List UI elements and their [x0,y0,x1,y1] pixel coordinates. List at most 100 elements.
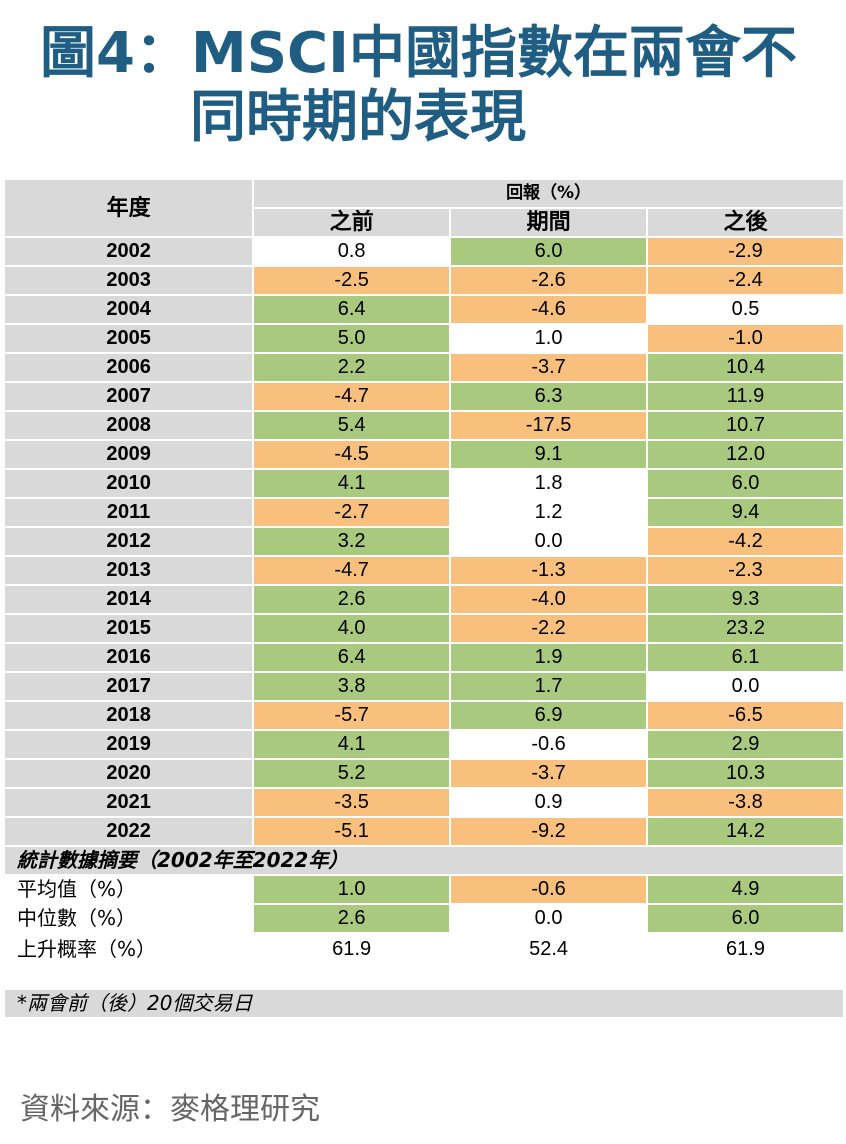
year-label: 2021 [2,787,255,818]
value-cell-after: -1.0 [646,323,845,354]
value-cell-during: 1.7 [449,671,649,702]
table-row: 2009 -4.5 9.1 12.0 [2,439,845,470]
year-label: 2012 [2,526,255,557]
value-cell-after: 11.9 [646,381,845,412]
year-label: 2019 [2,729,255,760]
value-cell-during: 0.0 [449,526,649,557]
value-cell-before: -4.7 [252,555,452,586]
value-cell-during: -3.7 [449,352,649,383]
table-row: 2003 -2.5 -2.6 -2.4 [2,265,845,296]
column-header-during: 期間 [449,207,649,238]
table-row: 2008 5.4 -17.5 10.7 [2,410,845,441]
summary-value-after: 4.9 [646,874,845,905]
returns-table: 年度 回報（%） 之前 期間 之後 2002 0.8 6.0 -2.9 2003 -2.5… [2,178,845,1019]
summary-value-during: 52.4 [449,932,649,990]
value-cell-before: -4.5 [252,439,452,470]
value-cell-after: -3.8 [646,787,845,818]
table-row: 2005 5.0 1.0 -1.0 [2,323,845,354]
value-cell-after: -2.9 [646,236,845,267]
value-cell-before: -2.7 [252,497,452,528]
value-cell-after: -2.3 [646,555,845,586]
table-row: 2014 2.6 -4.0 9.3 [2,584,845,615]
table-row: 2006 2.2 -3.7 10.4 [2,352,845,383]
table-row: 2012 3.2 0.0 -4.2 [2,526,845,557]
value-cell-during: 1.2 [449,497,649,528]
summary-title: 統計數據摘要（2002年至2022年） [3,845,845,876]
year-label: 2011 [2,497,255,528]
year-label: 2020 [2,758,255,789]
year-rows: 2002 0.8 6.0 -2.9 2003 -2.5 -2.6 -2.4 2004 6.4 -4.… [2,236,845,847]
year-label: 2010 [2,468,255,499]
value-cell-before: -5.7 [252,700,452,731]
year-label: 2008 [2,410,255,441]
value-cell-during: 1.8 [449,468,649,499]
year-label: 2022 [2,816,255,847]
column-header-after: 之後 [646,207,845,238]
year-label: 2007 [2,381,255,412]
value-cell-during: -2.6 [449,265,649,296]
year-label: 2016 [2,642,255,673]
return-group-header: 回報（%） [252,178,845,209]
value-cell-after: 9.3 [646,584,845,615]
value-cell-during: 9.1 [449,439,649,470]
value-cell-before: 4.1 [252,729,452,760]
value-cell-before: -2.5 [252,265,452,296]
value-cell-after: 9.4 [646,497,845,528]
summary-value-before: 1.0 [252,874,452,905]
table-row: 2017 3.8 1.7 0.0 [2,671,845,702]
value-cell-before: 6.4 [252,642,452,673]
value-cell-before: 0.8 [252,236,452,267]
value-cell-before: 5.0 [252,323,452,354]
value-cell-after: 2.9 [646,729,845,760]
title-line-1: 圖4：MSCI中國指數在兩會不 [40,21,797,86]
value-cell-before: -4.7 [252,381,452,412]
value-cell-after: 14.2 [646,816,845,847]
value-cell-during: 6.3 [449,381,649,412]
value-cell-after: -4.2 [646,526,845,557]
summary-label: 中位數（%） [2,903,255,934]
value-cell-after: -2.4 [646,265,845,296]
year-label: 2005 [2,323,255,354]
value-cell-during: 6.0 [449,236,649,267]
value-cell-after: 12.0 [646,439,845,470]
value-cell-during: -2.2 [449,613,649,644]
year-label: 2015 [2,613,255,644]
year-label: 2002 [2,236,255,267]
year-label: 2014 [2,584,255,615]
value-cell-before: 5.4 [252,410,452,441]
value-cell-before: 2.2 [252,352,452,383]
value-cell-after: 10.7 [646,410,845,441]
value-cell-before: 3.2 [252,526,452,557]
table-row: 2013 -4.7 -1.3 -2.3 [2,555,845,586]
summary-value-after: 61.9 [646,932,845,990]
year-label: 2017 [2,671,255,702]
summary-value-before: 2.6 [252,903,452,934]
table-row: 2018 -5.7 6.9 -6.5 [2,700,845,731]
value-cell-during: -3.7 [449,758,649,789]
source-note: 資料來源：麥格理研究 [20,1092,320,1127]
summary-value-after: 6.0 [646,903,845,934]
summary-value-before: 61.9 [252,932,452,990]
value-cell-before: -5.1 [252,816,452,847]
year-label: 2013 [2,555,255,586]
value-cell-after: 0.0 [646,671,845,702]
summary-value-during: 0.0 [449,903,649,934]
value-cell-after: -6.5 [646,700,845,731]
value-cell-during: 1.0 [449,323,649,354]
year-label: 2006 [2,352,255,383]
summary-row: 上升概率（%） 61.9 52.4 61.9 [2,932,845,990]
summary-label: 上升概率（%） [2,932,255,990]
value-cell-after: 10.4 [646,352,845,383]
value-cell-before: 4.0 [252,613,452,644]
summary-label: 平均值（%） [2,874,255,905]
table-row: 2021 -3.5 0.9 -3.8 [2,787,845,818]
value-cell-after: 6.1 [646,642,845,673]
year-column-header: 年度 [2,178,255,238]
summary-row: 平均值（%） 1.0 -0.6 4.9 [2,874,845,905]
year-label: 2003 [2,265,255,296]
value-cell-after: 6.0 [646,468,845,499]
table-row: 2015 4.0 -2.2 23.2 [2,613,845,644]
value-cell-after: 10.3 [646,758,845,789]
summary-row: 中位數（%） 2.6 0.0 6.0 [2,903,845,934]
year-label: 2018 [2,700,255,731]
